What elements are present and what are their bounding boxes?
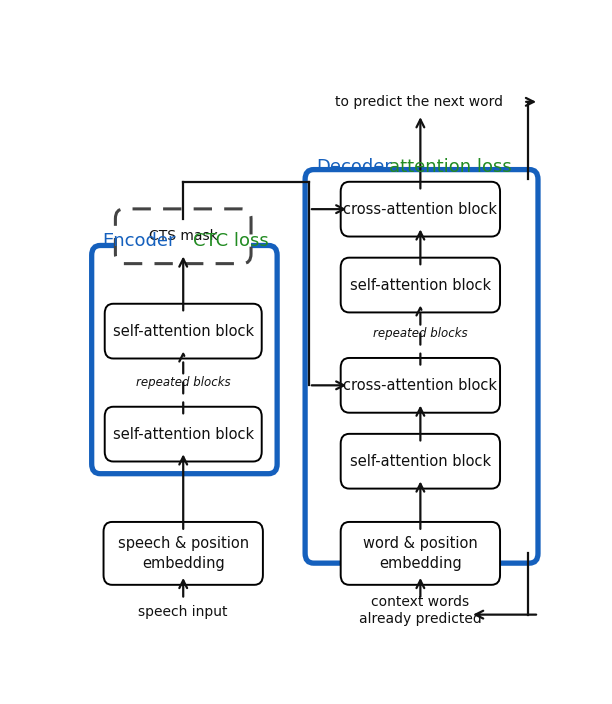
Text: Encoder: Encoder [103, 232, 176, 250]
FancyBboxPatch shape [116, 209, 251, 263]
Text: CTS mask: CTS mask [149, 230, 218, 244]
FancyBboxPatch shape [105, 303, 262, 358]
Text: word & position
embedding: word & position embedding [363, 536, 478, 571]
FancyBboxPatch shape [341, 358, 500, 413]
Text: self-attention block: self-attention block [113, 427, 254, 441]
FancyBboxPatch shape [105, 407, 262, 462]
Text: to predict the next word: to predict the next word [335, 95, 503, 109]
FancyBboxPatch shape [92, 246, 277, 474]
Text: speech input: speech input [138, 605, 228, 620]
FancyBboxPatch shape [305, 170, 538, 563]
Text: CTC loss: CTC loss [193, 232, 269, 250]
Text: self-attention block: self-attention block [350, 277, 491, 293]
Text: cross-attention block: cross-attention block [343, 201, 498, 217]
Text: repeated blocks: repeated blocks [373, 327, 468, 340]
FancyBboxPatch shape [341, 434, 500, 489]
FancyBboxPatch shape [341, 522, 500, 585]
FancyBboxPatch shape [103, 522, 263, 585]
Text: speech & position
embedding: speech & position embedding [118, 536, 249, 571]
FancyBboxPatch shape [341, 182, 500, 237]
Text: attention loss: attention loss [389, 158, 512, 175]
FancyBboxPatch shape [341, 258, 500, 313]
Text: self-attention block: self-attention block [113, 324, 254, 339]
Text: repeated blocks: repeated blocks [136, 376, 231, 389]
Text: context words
already predicted: context words already predicted [359, 595, 482, 626]
Text: self-attention block: self-attention block [350, 453, 491, 469]
Text: Decoder: Decoder [316, 158, 392, 175]
Text: cross-attention block: cross-attention block [343, 378, 498, 393]
